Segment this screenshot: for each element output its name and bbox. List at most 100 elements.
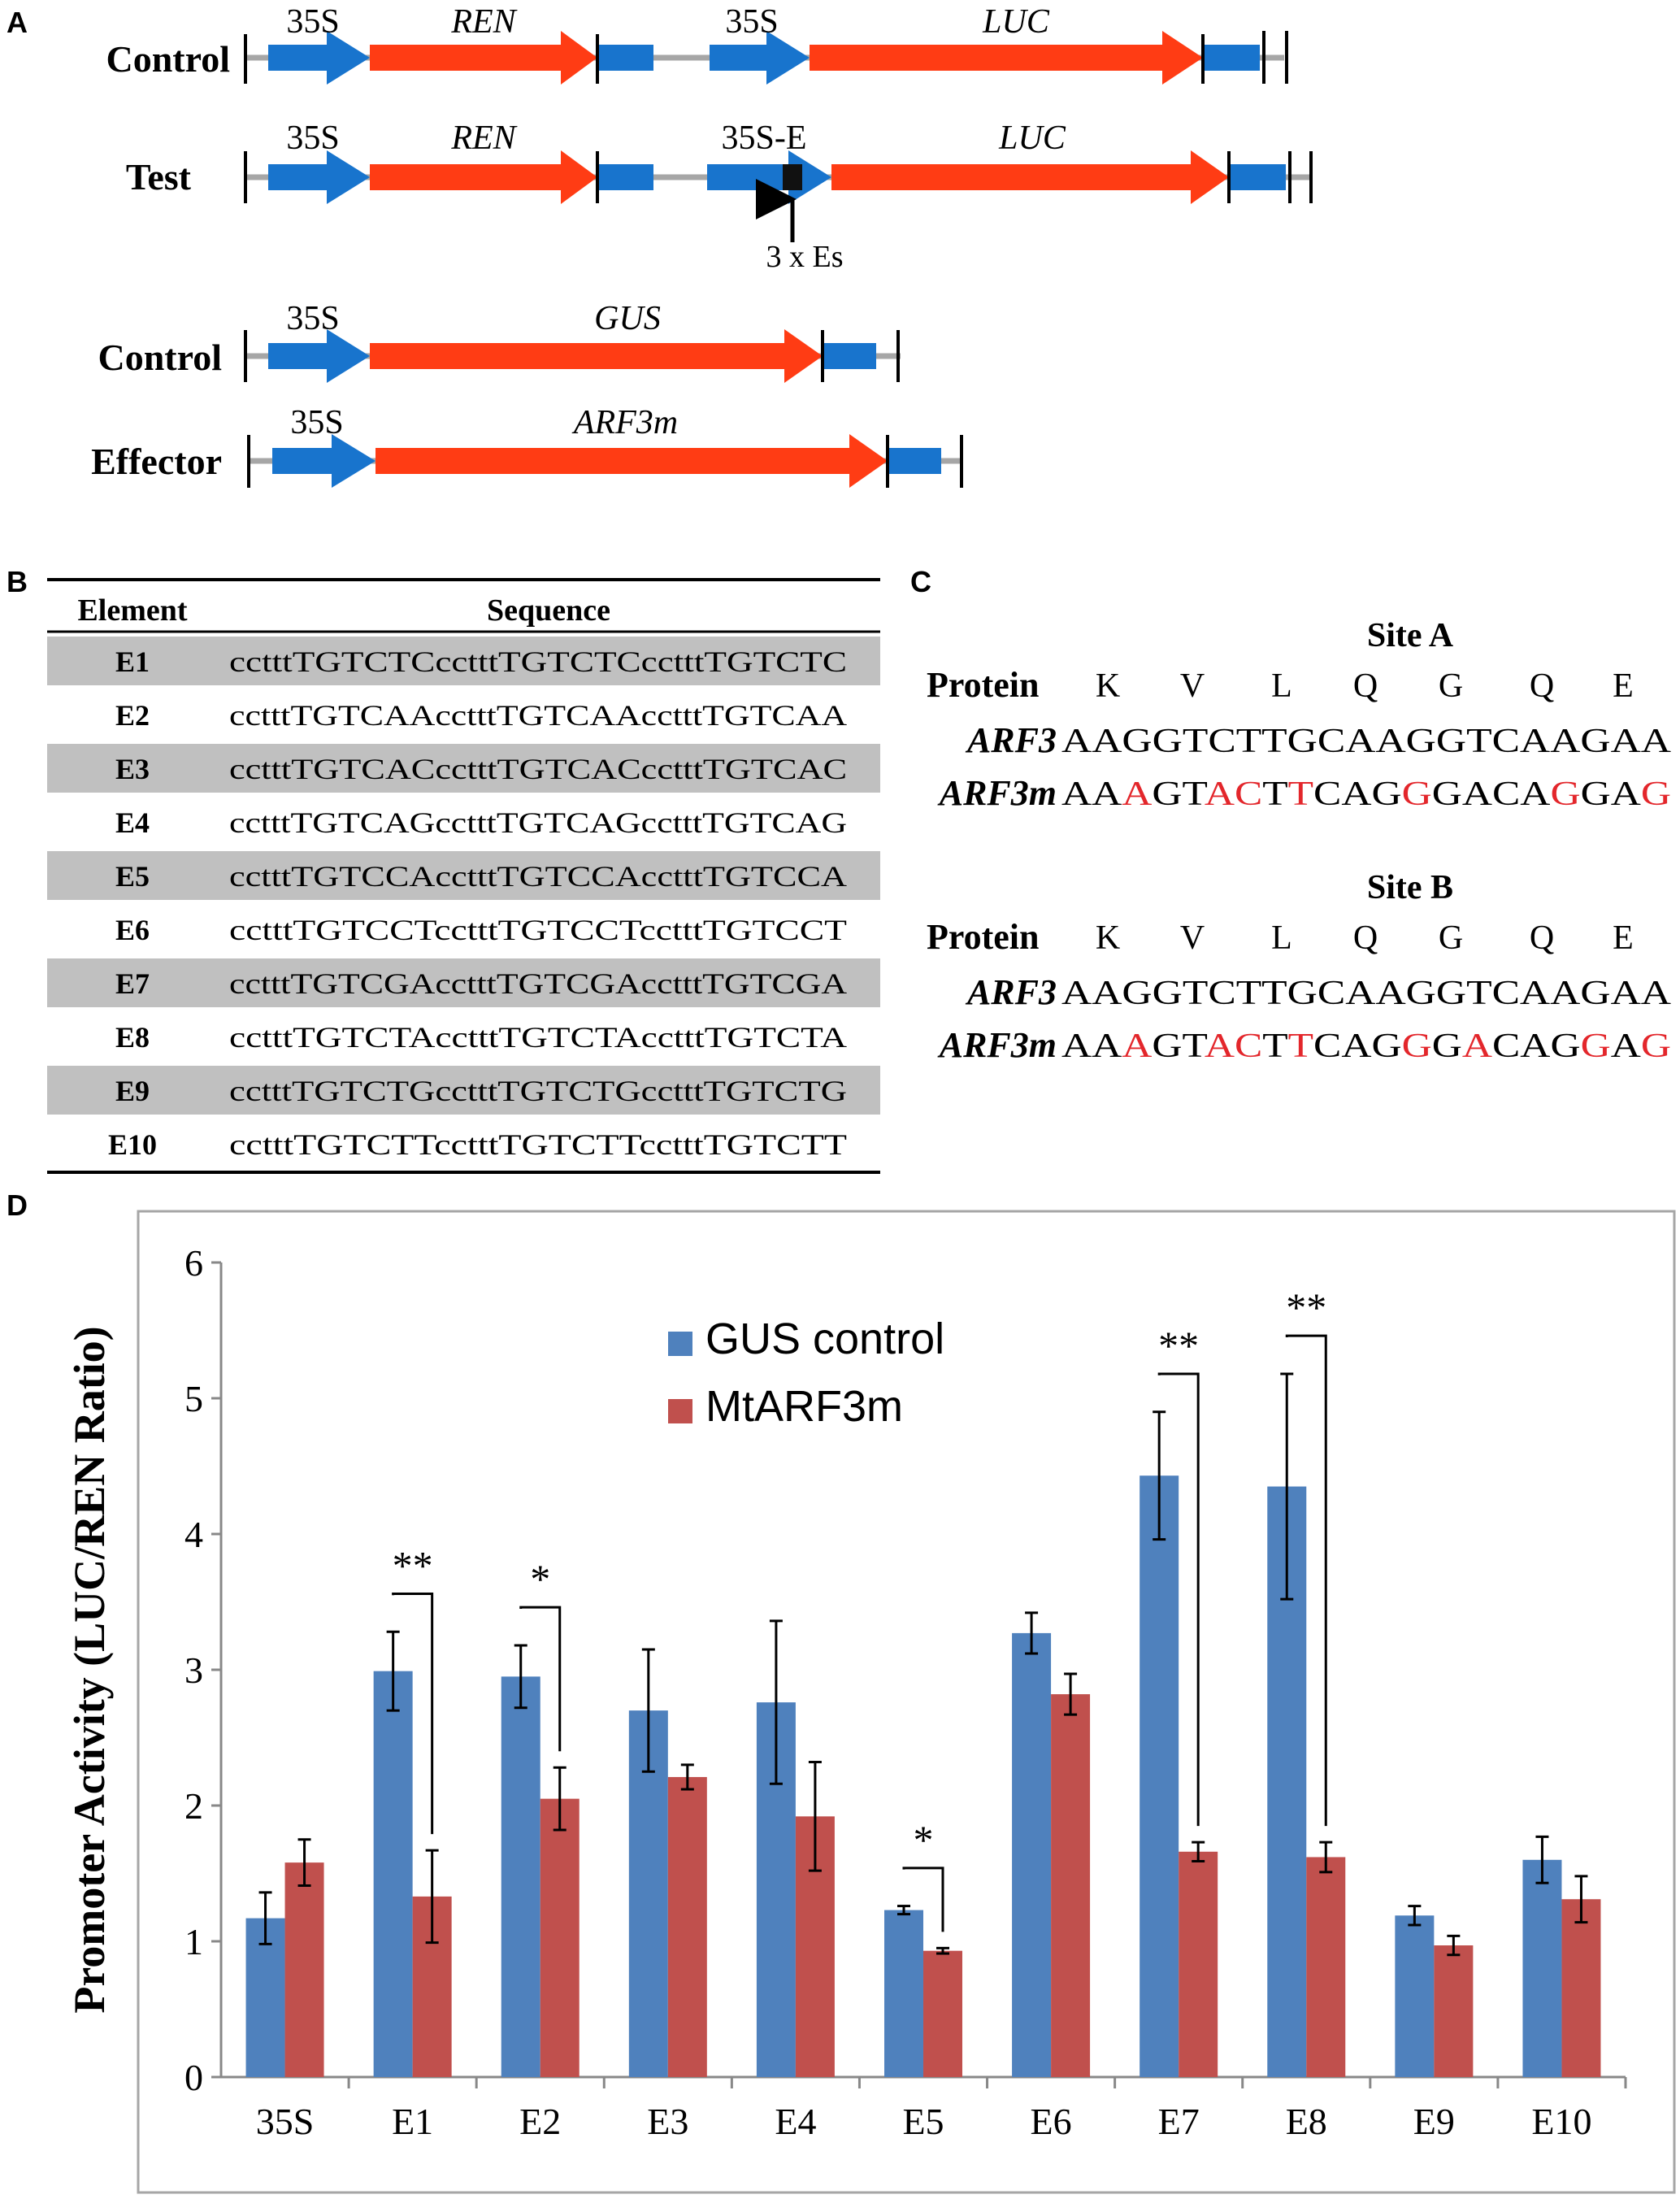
gene-arrow bbox=[370, 150, 597, 204]
y-tick-label: 5 bbox=[184, 1378, 203, 1419]
base: G bbox=[1371, 776, 1401, 813]
amino-acid: K bbox=[1096, 667, 1120, 705]
gene-label: ARF3m bbox=[571, 404, 678, 441]
base: A bbox=[1092, 1028, 1122, 1065]
base: C bbox=[1313, 1028, 1341, 1065]
construct-label: Control bbox=[98, 337, 223, 378]
promoter-arrow bbox=[268, 150, 370, 204]
promoter-arrow bbox=[268, 31, 370, 85]
mutant-label: ARF3m bbox=[937, 773, 1057, 813]
gene-label: REN bbox=[450, 120, 517, 157]
promoter-label: 35S bbox=[290, 404, 343, 441]
terminator-block bbox=[824, 343, 876, 369]
table-row: E7 cctttTGTCGAcctttTGTCGAcctttTGTCGA bbox=[47, 958, 880, 1007]
gene-label: LUC bbox=[982, 3, 1050, 41]
x-tick-label: E3 bbox=[647, 2101, 688, 2142]
element-cell: E9 bbox=[115, 1075, 150, 1107]
x-tick-label: E1 bbox=[392, 2101, 433, 2142]
error-bar bbox=[514, 1644, 527, 1710]
y-tick-label: 0 bbox=[184, 2057, 203, 2098]
error-bar bbox=[936, 1946, 949, 1955]
mutated-base: A bbox=[1205, 1028, 1235, 1065]
base: A bbox=[1341, 1028, 1372, 1065]
base: G bbox=[1371, 1028, 1401, 1065]
bar-mtarf3m bbox=[284, 1862, 324, 2077]
base: G bbox=[1581, 776, 1611, 813]
base: A bbox=[1061, 776, 1092, 813]
y-axis-title: Promoter Activity (LUC/REN Ratio) bbox=[65, 1326, 114, 2013]
mutated-base: T bbox=[1288, 1028, 1313, 1065]
error-bar bbox=[1574, 1875, 1588, 1924]
bar-gus-control bbox=[501, 1676, 540, 2077]
x-tick-label: E7 bbox=[1158, 2101, 1200, 2142]
construct-label: Control bbox=[106, 38, 231, 80]
gene-label: LUC bbox=[998, 120, 1066, 157]
base: G bbox=[1550, 1028, 1580, 1065]
y-tick-label: 6 bbox=[184, 1242, 203, 1284]
row-shading bbox=[47, 744, 880, 793]
bar-mtarf3m bbox=[540, 1798, 580, 2077]
base: A bbox=[1611, 1028, 1642, 1065]
panel-a-letter: A bbox=[7, 6, 28, 39]
amino-acid: Q bbox=[1530, 919, 1554, 957]
table-row: E9 cctttTGTCTGcctttTGTCTGcctttTGTCTG bbox=[47, 1066, 880, 1115]
base: A bbox=[1092, 776, 1122, 813]
amino-acid: Q bbox=[1353, 667, 1378, 705]
table-header-element: Element bbox=[77, 593, 187, 628]
bar-chart: 0 1 2 3 4 5 6 Promoter Activity (LUC/REN Ratio)… bbox=[65, 1242, 1627, 2142]
error-bar bbox=[1447, 1934, 1461, 1957]
legend-label: MtARF3m bbox=[705, 1382, 903, 1431]
error-bar bbox=[1280, 1372, 1294, 1601]
error-bar bbox=[680, 1763, 694, 1791]
row-shading bbox=[47, 958, 880, 1007]
table-row: E5 cctttTGTCCAcctttTGTCCAcctttTGTCCA bbox=[47, 851, 880, 900]
table-row: E3 cctttTGTCACcctttTGTCACcctttTGTCAC bbox=[47, 744, 880, 793]
significance-label: ** bbox=[1158, 1323, 1199, 1368]
gene-arrow bbox=[810, 31, 1203, 85]
protein-label: Protein bbox=[927, 917, 1040, 957]
element-cell: E5 bbox=[115, 860, 150, 893]
construct-effector: Effector 35S ARF3m bbox=[91, 404, 963, 488]
promoter-label: 35S bbox=[725, 3, 778, 41]
mutated-base: A bbox=[1205, 776, 1235, 813]
protein-label: Protein bbox=[927, 665, 1040, 705]
sequence-cell: cctttTGTCAGcctttTGTCAGcctttTGTCAG bbox=[229, 806, 847, 839]
table-row: E8 cctttTGTCTAcctttTGTCTAcctttTGTCTA bbox=[115, 1021, 847, 1054]
mutant-label: ARF3m bbox=[937, 1025, 1057, 1065]
amino-acid: V bbox=[1180, 667, 1205, 705]
error-bar bbox=[258, 1891, 272, 1945]
sequence-table-body: E1 cctttTGTCTCcctttTGTCTCcctttTGTCTC E2 cct… bbox=[47, 637, 880, 1161]
sequence-cell: cctttTGTCTAcctttTGTCTAcctttTGTCTA bbox=[229, 1021, 847, 1054]
panel-b: B Element Sequence E1 cctttTGTCTCcctttTGT… bbox=[7, 565, 880, 1174]
error-bar bbox=[386, 1630, 400, 1712]
significance-bracket: ** bbox=[1157, 1323, 1200, 1827]
promoter-label: 35S bbox=[286, 120, 339, 157]
y-tick-label: 2 bbox=[184, 1785, 203, 1827]
error-bar bbox=[1319, 1840, 1333, 1874]
y-tick-label: 3 bbox=[184, 1649, 203, 1691]
construct-test-reporter: Test 35S REN 35S-E LUC 3 x Es bbox=[126, 120, 1313, 274]
amino-acid: L bbox=[1271, 667, 1292, 705]
promoter-arrow bbox=[707, 150, 831, 204]
base: G bbox=[1152, 1028, 1182, 1065]
bar-gus-control bbox=[373, 1671, 413, 2077]
terminator-block bbox=[889, 448, 941, 474]
gene-label: REN bbox=[450, 3, 517, 41]
site-title: Site A bbox=[1367, 617, 1454, 654]
base: G bbox=[1432, 776, 1462, 813]
error-bar bbox=[897, 1905, 910, 1916]
promoter-arrow bbox=[272, 434, 376, 488]
mutated-base: G bbox=[1641, 776, 1671, 813]
gene-arrow bbox=[831, 150, 1229, 204]
promoter-arrow bbox=[710, 31, 810, 85]
significance-label: * bbox=[530, 1556, 550, 1601]
table-row: E4 cctttTGTCAGcctttTGTCAGcctttTGTCAG bbox=[115, 806, 847, 839]
x-tick-label: E10 bbox=[1531, 2101, 1591, 2142]
bar-gus-control bbox=[1395, 1915, 1435, 2077]
error-bar bbox=[808, 1761, 822, 1872]
sequence-cell: cctttTGTCGAcctttTGTCGAcctttTGTCGA bbox=[229, 967, 847, 1000]
base: C bbox=[1313, 776, 1341, 813]
sequence-cell: cctttTGTCCTcctttTGTCCTcctttTGTCCT bbox=[229, 914, 847, 946]
